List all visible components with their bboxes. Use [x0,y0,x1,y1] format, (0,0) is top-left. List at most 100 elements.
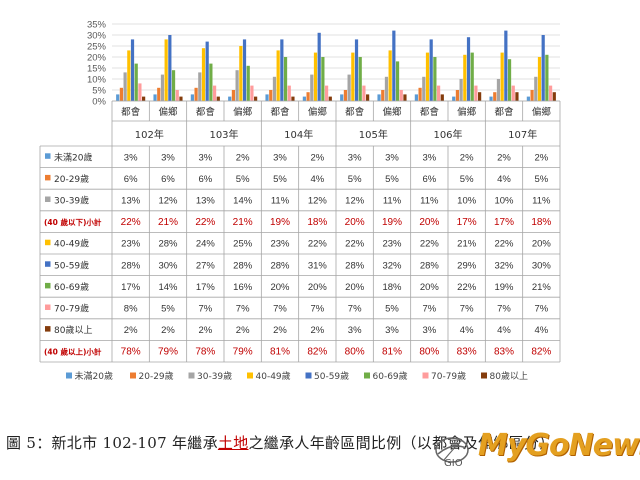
data-label: 20% [345,282,365,293]
bar-3 [198,72,202,101]
legend-swatch [481,372,487,379]
bar-6 [283,57,288,101]
data-label: 6% [198,174,212,185]
data-label: 23% [270,239,290,250]
bar-2 [343,90,348,101]
legend-key-swatch [45,282,51,289]
legend-label: 70-79歲 [431,370,466,382]
bar-7 [436,85,441,101]
area-label: 都會 [121,106,141,118]
bar-5 [242,39,247,101]
bar-5 [354,39,359,101]
row-label: 70-79歲 [54,303,89,315]
bar-8 [291,96,295,101]
subtotal-label: 18% [307,217,327,228]
data-label: 14% [158,282,178,293]
bar-8 [254,96,258,101]
subtotal-label: 22% [195,217,215,228]
bar-7 [474,85,478,101]
data-label: 20% [420,282,440,293]
data-label: 22% [345,239,365,250]
row-label: 40-49歲 [54,238,89,250]
data-label: 2% [460,152,474,163]
plot-area: 35%30%25%20%15%10%5%0% [87,20,560,108]
globe-logo-icon [435,437,469,463]
subtotal-row-label: (40 歲以下)小計 [44,217,102,227]
data-label: 2% [310,152,324,163]
data-label: 2% [497,152,511,163]
subtotal-label: 19% [270,217,290,228]
bar-2 [306,92,310,101]
bar-1 [265,94,269,101]
data-label: 5% [236,174,250,185]
year-label: 103年 [209,128,238,141]
data-label: 10% [457,196,477,207]
data-label: 3% [273,152,287,163]
bar-8 [552,92,556,101]
data-label: 5% [348,174,362,185]
bar-5 [205,41,209,101]
data-label: 3% [422,152,436,163]
data-label: 2% [310,325,324,336]
data-label: 4% [497,174,511,185]
row-label: 20-29歲 [54,173,89,185]
bar-8 [142,96,146,101]
subtotal-label: 17% [494,217,514,228]
bar-4 [500,52,504,101]
subtotal-label: 78% [195,347,215,358]
y-tick-label: 10% [87,75,107,86]
data-label: 4% [310,174,324,185]
bar-4 [164,39,168,101]
legend: 未滿20歲 20-29歲 30-39歲 40-49歲 50-59歲 60-69歲 70-79… [66,370,528,382]
area-label: 偏鄉 [382,106,402,118]
data-label: 3% [348,325,362,336]
bar-7 [511,85,515,101]
bar-6 [134,63,138,101]
data-label: 12% [158,196,178,207]
bar-1 [452,96,456,101]
data-label: 2% [534,152,548,163]
bar-5 [541,35,545,101]
row-label: 80歲以上 [54,324,92,336]
data-label: 7% [460,304,474,315]
data-label: 31% [308,260,328,271]
data-label: 10% [494,196,514,207]
area-label: 都會 [420,106,440,118]
bar-6 [545,54,549,101]
bar-8 [179,96,183,101]
year-label: 106年 [433,128,462,141]
bar-8 [440,94,444,101]
data-label: 29% [457,260,477,271]
data-label: 28% [233,260,253,271]
chart-area: 35%30%25%20%15%10%5%0% 都會 偏鄉 都會 偏鄉 都會 偏鄉 都會 偏鄉都… [39,20,561,382]
row-label: 50-59歲 [54,259,89,271]
data-label: 25% [233,239,253,250]
data-label: 23% [382,239,402,250]
legend-label: 60-69歲 [373,370,408,382]
subtotal-label: 20% [419,217,439,228]
subtotal-label: 21% [158,217,178,228]
data-label: 5% [161,304,175,315]
data-label: 13% [121,196,141,207]
subtotal-label: 82% [307,347,327,358]
watermark-logo-text: GIO [444,458,463,469]
data-label: 23% [121,239,141,250]
bar-1 [526,96,530,101]
row-label: 未滿20歲 [54,151,92,163]
bar-3 [534,76,538,101]
legend-label: 20-29歲 [139,370,174,382]
subtotal-label: 82% [531,347,551,358]
y-tick-label: 20% [87,53,107,64]
data-label: 28% [158,239,178,250]
bar-7 [324,85,329,101]
subtotal-label: 17% [457,217,477,228]
bar-6 [395,61,400,101]
subtotal-label: 18% [531,217,551,228]
legend-swatch [188,372,195,379]
bar-7 [250,85,254,101]
bar-1 [116,94,120,101]
data-label: 22% [494,239,514,250]
bar-5 [168,35,172,101]
bar-1 [228,96,232,101]
legend-key-swatch [45,304,51,310]
